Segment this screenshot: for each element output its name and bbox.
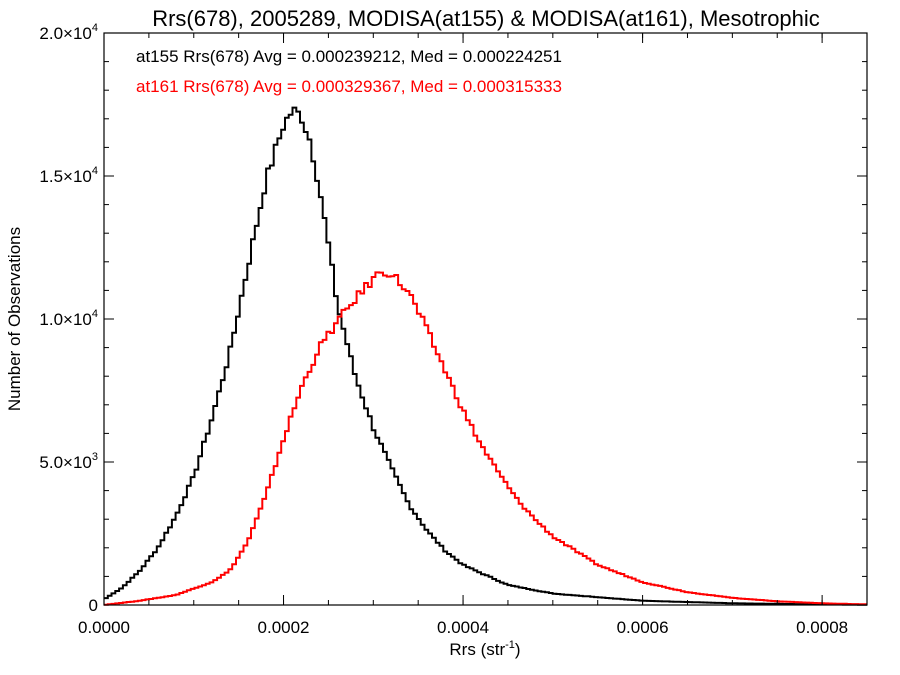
y-tick-label: 1.0×104 [39,308,98,329]
x-tick-label: 0.0006 [617,618,669,637]
x-tick-label: 0.0004 [437,618,489,637]
annotation-at155: at155 Rrs(678) Avg = 0.000239212, Med = … [136,47,562,66]
x-axis-label-main: Rrs (str [449,640,505,659]
y-tick-label: 0 [89,596,98,615]
y-tick-label: 5.0×103 [39,451,98,472]
annotation-at161: at161 Rrs(678) Avg = 0.000329367, Med = … [136,77,562,96]
y-axis-label: Number of Observations [5,227,24,411]
x-axis-label-close: ) [515,640,521,659]
x-axis-label-sup: -1 [505,639,515,651]
x-axis-label: Rrs (str-1) [449,639,520,659]
y-tick-label: 2.0×104 [39,22,98,43]
x-tick-label: 0.0000 [78,618,130,637]
y-axis-ticks: 0 5.0×103 1.0×104 1.5×104 2.0×104 [39,22,867,615]
plot-frame [103,32,868,606]
y-tick-label: 1.5×104 [39,165,98,186]
chart-title: Rrs(678), 2005289, MODISA(at155) & MODIS… [152,6,820,31]
series-at155-line [104,106,867,606]
x-tick-label: 0.0002 [258,618,310,637]
series-at161-line [104,271,867,606]
x-axis-ticks: 0.0000 0.0002 0.0004 0.0006 0.0008 [78,33,868,637]
x-tick-label: 0.0008 [796,618,848,637]
series-group [104,106,867,606]
